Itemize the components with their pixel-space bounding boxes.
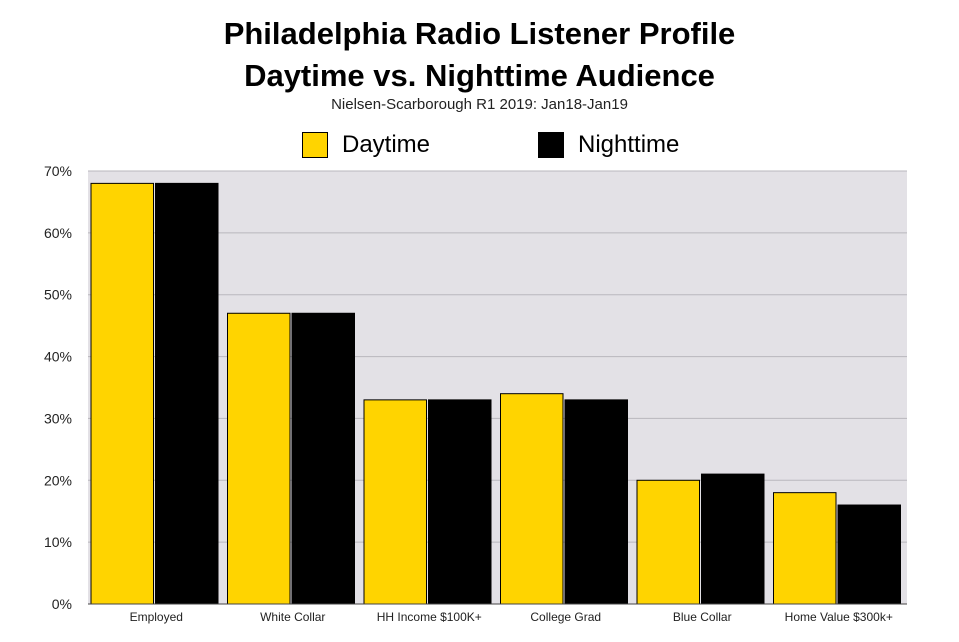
bar-nighttime-1: [291, 312, 355, 605]
chart-title-line2: Daytime vs. Nighttime Audience: [244, 58, 715, 93]
bar-nighttime-2: [428, 399, 492, 605]
x-tick-label: Home Value $300k+: [785, 610, 893, 624]
x-tick-label: HH Income $100K+: [377, 610, 482, 624]
bar-nighttime-5: [837, 504, 901, 605]
legend-swatch-nighttime: [538, 132, 564, 158]
y-tick-label: 30%: [44, 410, 72, 426]
x-tick-label: Blue Collar: [673, 610, 732, 624]
chart-title: Philadelphia Radio Listener Profile: [223, 16, 736, 51]
bar-nighttime-4: [701, 473, 765, 605]
legend-item-daytime: Daytime: [302, 130, 430, 160]
y-tick-label: 60%: [44, 225, 72, 241]
legend-label-nighttime: Nighttime: [578, 131, 680, 158]
legend-swatch-daytime: [302, 132, 328, 158]
plot-area: [88, 171, 907, 604]
chart-subtitle: Nielsen-Scarborough R1 2019: Jan18-Jan19: [331, 96, 628, 113]
bar-nighttime-0: [155, 182, 219, 605]
bar-nighttime-3: [564, 399, 628, 605]
legend-item-nighttime: Nighttime: [538, 130, 679, 160]
y-tick-label: 70%: [44, 163, 72, 179]
y-tick-label: 40%: [44, 349, 72, 365]
bar-daytime-2: [363, 399, 427, 605]
legend-label-daytime: Daytime: [342, 131, 431, 158]
bar-daytime-5: [773, 492, 837, 605]
x-tick-label: College Grad: [530, 610, 601, 624]
bar-daytime-1: [227, 312, 291, 605]
x-tick-label: Employed: [130, 610, 183, 624]
y-tick-label: 10%: [44, 534, 72, 550]
y-tick-label: 20%: [44, 472, 72, 488]
y-tick-label: 0%: [52, 596, 72, 612]
bar-daytime-0: [90, 182, 154, 605]
bar-daytime-3: [500, 393, 564, 605]
bar-daytime-4: [636, 479, 700, 605]
x-tick-label: White Collar: [260, 610, 325, 624]
y-tick-label: 50%: [44, 287, 72, 303]
